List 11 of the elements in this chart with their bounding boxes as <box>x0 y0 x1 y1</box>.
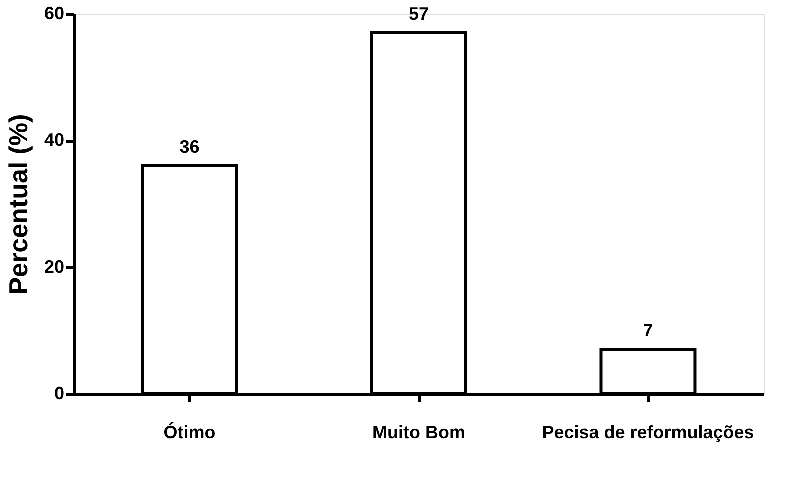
y-tick-label: 40 <box>44 130 64 150</box>
data-label: 57 <box>408 4 430 24</box>
y-tick-label: 0 <box>54 384 64 404</box>
data-label: 36 <box>180 137 200 157</box>
y-axis-title: Percentual (%) <box>3 114 34 295</box>
x-tick-label: Ótimo <box>164 422 216 442</box>
y-tick-label: 20 <box>44 256 64 277</box>
x-tick-label: Muito Bom <box>372 422 466 442</box>
x-tick-label: Pecisa de reformulações <box>542 422 754 442</box>
data-label: 7 <box>643 320 654 341</box>
y-tick-label: 60 <box>44 4 64 24</box>
